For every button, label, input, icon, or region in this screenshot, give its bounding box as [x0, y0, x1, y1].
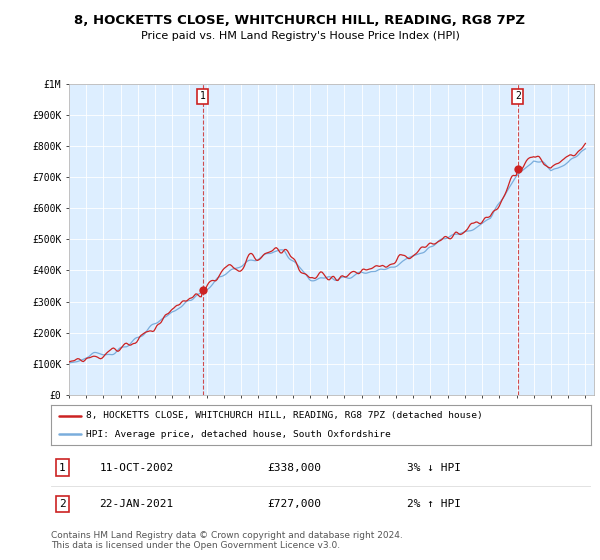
Text: £338,000: £338,000	[267, 463, 321, 473]
Text: 1: 1	[59, 463, 66, 473]
Text: Contains HM Land Registry data © Crown copyright and database right 2024.
This d: Contains HM Land Registry data © Crown c…	[51, 531, 403, 550]
Text: 3% ↓ HPI: 3% ↓ HPI	[407, 463, 461, 473]
Text: 2: 2	[59, 499, 66, 509]
Text: 1: 1	[200, 91, 206, 101]
Text: £727,000: £727,000	[267, 499, 321, 509]
Text: 11-OCT-2002: 11-OCT-2002	[100, 463, 174, 473]
Text: 8, HOCKETTS CLOSE, WHITCHURCH HILL, READING, RG8 7PZ: 8, HOCKETTS CLOSE, WHITCHURCH HILL, READ…	[74, 14, 526, 27]
Text: 2% ↑ HPI: 2% ↑ HPI	[407, 499, 461, 509]
Text: 2: 2	[515, 91, 521, 101]
Text: 22-JAN-2021: 22-JAN-2021	[100, 499, 174, 509]
Text: HPI: Average price, detached house, South Oxfordshire: HPI: Average price, detached house, Sout…	[86, 430, 391, 439]
Text: Price paid vs. HM Land Registry's House Price Index (HPI): Price paid vs. HM Land Registry's House …	[140, 31, 460, 41]
Text: 8, HOCKETTS CLOSE, WHITCHURCH HILL, READING, RG8 7PZ (detached house): 8, HOCKETTS CLOSE, WHITCHURCH HILL, READ…	[86, 411, 483, 420]
